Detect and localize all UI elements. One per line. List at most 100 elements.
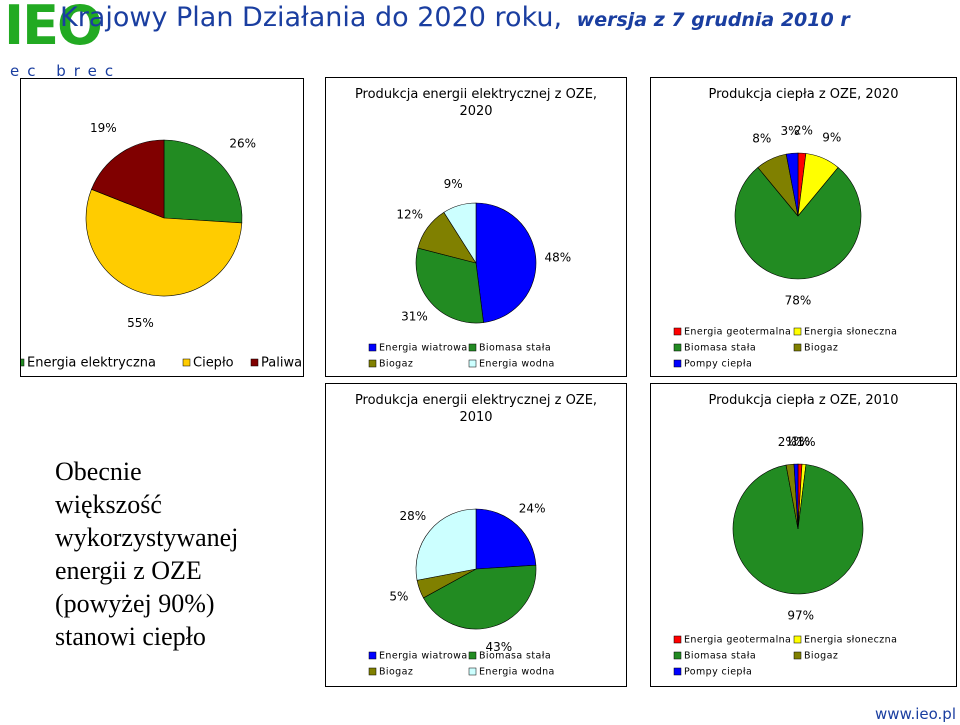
legend-swatch (250, 358, 259, 367)
legend-swatch (368, 667, 377, 676)
legend-swatch (673, 343, 682, 352)
pie-slice (793, 463, 799, 530)
legend-swatch (182, 358, 191, 367)
legend-label: Biogaz (804, 343, 838, 354)
legend-swatch (468, 651, 477, 660)
pie-slice (85, 188, 243, 297)
subtitle: wersja z 7 grudnia 2010 r (576, 9, 850, 31)
data-label: 24% (519, 502, 546, 516)
legend-swatch (793, 651, 802, 660)
legend-label: Biogaz (379, 359, 413, 370)
data-label: 3% (780, 124, 799, 138)
data-label: 9% (444, 177, 463, 191)
data-label: 55% (127, 316, 154, 330)
legend-label: Energia wodna (479, 667, 555, 678)
data-label: 8% (752, 132, 771, 146)
legend-label: Biomasa stała (479, 343, 551, 354)
pie-slice (732, 464, 864, 595)
legend-swatch (368, 651, 377, 660)
chart: 24% 43% 5% 28% Energia wiatrowa Biomasa stała… (368, 502, 555, 678)
legend-swatch (673, 667, 682, 676)
pie-slice (785, 152, 799, 217)
legend-label: Energia wiatrowa (379, 651, 468, 662)
pie-slice (443, 202, 477, 265)
logo-sub: ec brec (10, 62, 122, 80)
legend-label: Biomasa stała (684, 343, 756, 354)
pie-slice (475, 202, 537, 323)
pie-slice (163, 139, 243, 224)
note-line: energii z OZE (55, 556, 202, 585)
legend-label: Energia elektryczna (27, 356, 156, 371)
data-label: 19% (90, 121, 117, 135)
note-line: wykorzystywanej (55, 523, 239, 552)
legend-label: Pompy ciepła (684, 667, 752, 678)
legend-swatch (793, 635, 802, 644)
data-label: 43% (486, 640, 513, 654)
legend-label: Energia słoneczna (804, 635, 897, 646)
data-label: 5% (389, 589, 408, 603)
chart-panel: Produkcja energii elektrycznej z OZE, 20… (325, 383, 627, 687)
logo: IEO (4, 0, 103, 57)
pie-slice (423, 564, 537, 630)
legend-swatch (793, 343, 802, 352)
legend-label: Energia wodna (479, 359, 555, 370)
note: Obecnie większość wykorzystywanej energii z… (55, 455, 238, 653)
data-label: 26% (229, 137, 256, 151)
data-label: 31% (401, 310, 428, 324)
data-label: 12% (396, 207, 423, 221)
chart: 2% 9% 78% 8% 3% Energia geotermalna Energia sł… (673, 124, 897, 370)
chart-panel: Produkcja ciepła z OZE, 2020 2% 9% 78% 8% 3% E… (650, 77, 957, 377)
pie-slice (734, 167, 862, 280)
pie-slice (415, 508, 477, 581)
legend-swatch (673, 635, 682, 644)
data-label: 97% (787, 608, 814, 622)
note-line: Obecnie (55, 457, 142, 486)
title-main: Krajowy Plan Działania do 2020 roku, (60, 2, 563, 33)
data-label: 1% (791, 435, 810, 449)
legend-label: Energia słoneczna (804, 327, 897, 338)
chart-title: Produkcja ciepła z OZE, 2020 (708, 87, 899, 102)
chart-panel: 26% 55% 19% Energia elektryczna Ciepło Paliwa (20, 78, 304, 377)
chart-title: Produkcja energii elektrycznej z OZE, 20… (354, 393, 598, 425)
data-label: 2% (794, 124, 813, 138)
legend-swatch (468, 667, 477, 676)
pie-slice (415, 247, 484, 324)
legend-swatch (468, 359, 477, 368)
title: Krajowy Plan Działania do 2020 roku, wer… (60, 2, 850, 33)
legend-swatch (21, 358, 25, 367)
legend-label: Biogaz (804, 651, 838, 662)
chart-panel: Produkcja energii elektrycznej z OZE, 20… (325, 77, 627, 377)
pie-slice (475, 508, 537, 570)
legend-label: Energia wiatrowa (379, 343, 468, 354)
legend-label: Biomasa stała (684, 651, 756, 662)
legend-label: Pompy ciepła (684, 359, 752, 370)
legend-swatch (468, 343, 477, 352)
note-line: (powyżej 90%) (55, 589, 215, 618)
legend-swatch (368, 343, 377, 352)
data-label: 2% (778, 435, 797, 449)
legend-label: Ciepło (193, 356, 234, 371)
chart: 48% 31% 12% 9% Energia wiatrowa Biomasa stała… (368, 177, 572, 370)
data-label: 48% (545, 250, 572, 264)
legend-swatch (368, 359, 377, 368)
legend-label: Biomasa stała (479, 651, 551, 662)
chart-panel: Produkcja ciepła z OZE, 2010 1% 1% 97% 2% 1% E… (650, 383, 957, 687)
chart-title: Produkcja ciepła z OZE, 2010 (708, 393, 899, 408)
chart: 26% 55% 19% Energia elektryczna Ciepło Paliwa (21, 121, 302, 371)
note-line: większość (55, 490, 162, 519)
legend-swatch (673, 327, 682, 336)
data-label: 28% (399, 509, 426, 523)
data-label: 9% (822, 130, 841, 144)
legend-label: Energia geotermalna (684, 635, 791, 646)
chart-title: Produkcja energii elektrycznej z OZE, 20… (354, 87, 598, 119)
legend-label: Paliwa (261, 356, 302, 371)
data-label: 1% (797, 435, 816, 449)
footer-url: www.ieo.pl (875, 705, 956, 723)
data-label: 1% (786, 435, 805, 449)
chart: 1%1% 97% 2%1% Energia geotermalna Energia sł… (673, 435, 897, 678)
legend-swatch (673, 651, 682, 660)
note-line: stanowi ciepło (55, 622, 206, 651)
legend-label: Energia geotermalna (684, 327, 791, 338)
data-label: 78% (785, 294, 812, 308)
